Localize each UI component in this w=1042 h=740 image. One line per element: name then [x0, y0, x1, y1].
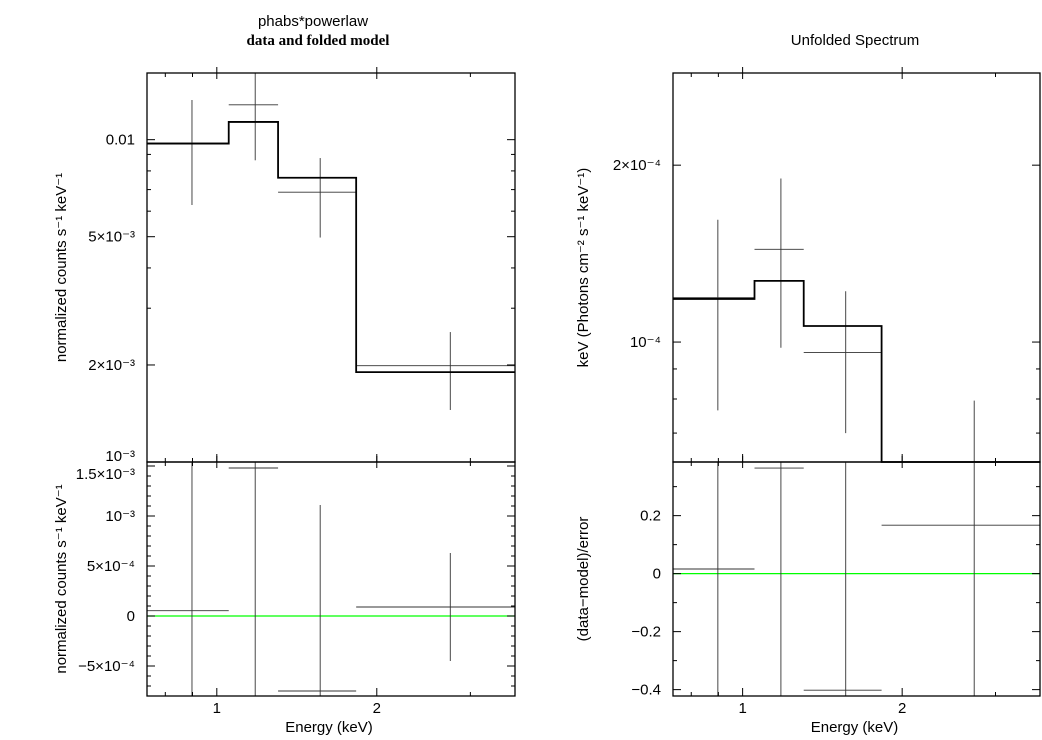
y-tick-label: 0.01 — [106, 132, 135, 149]
right-title: Unfolded Spectrum — [791, 32, 919, 49]
plot-area — [673, 462, 1040, 696]
y-tick-label: 10⁻³ — [105, 508, 135, 525]
x-tick-label: 2 — [898, 700, 906, 717]
data-point — [881, 462, 1040, 696]
data-point — [754, 462, 804, 696]
y-tick-label: 10⁻³ — [105, 448, 135, 465]
data-point — [278, 158, 357, 238]
panel-2: 2×10⁻⁴ 10⁻⁴ keV (Photons cm⁻² s⁻¹ keV⁻¹) — [575, 67, 1041, 463]
data-point — [803, 462, 882, 696]
y-tick-label: 0.2 — [640, 508, 661, 525]
data-point — [147, 100, 229, 206]
data-point — [356, 553, 515, 661]
data-point — [228, 462, 279, 696]
data-point — [356, 332, 515, 410]
data-point — [673, 462, 755, 696]
y-tick-label: 1.5×10⁻³ — [76, 466, 135, 483]
data-point — [228, 73, 279, 161]
panel-frame — [146, 72, 516, 463]
left-title: phabs*powerlaw — [258, 13, 368, 30]
data-point — [803, 291, 882, 434]
plot-area — [147, 73, 515, 410]
plot-area — [147, 462, 515, 696]
data-point — [278, 505, 357, 696]
data-point — [147, 462, 229, 696]
x-tick-label: 1 — [738, 700, 746, 717]
data-point — [673, 219, 755, 411]
x-tick-label: 2 — [373, 700, 381, 717]
y-tick-label: 10⁻⁴ — [630, 334, 661, 351]
panel-0: 0.01 5×10⁻³ 2×10⁻³ 10⁻³ normalized counts s⁻… — [53, 67, 516, 465]
x-axis-label: Energy (keV) — [811, 719, 899, 736]
panel-frame — [672, 461, 1041, 697]
y-tick-label: −5×10⁻⁴ — [78, 658, 135, 675]
panel-frame — [146, 461, 516, 697]
model-step-line — [673, 279, 1040, 463]
x-axis-label: Energy (keV) — [285, 719, 373, 736]
x-tick-label: 1 — [213, 700, 221, 717]
data-point — [881, 400, 1040, 463]
model-step-line — [147, 121, 515, 374]
y-tick-label: −0.4 — [631, 682, 661, 699]
left-subtitle: data and folded model — [247, 33, 390, 49]
data-point — [754, 178, 804, 348]
y-tick-label: 2×10⁻⁴ — [613, 157, 661, 174]
y-tick-label: 0 — [127, 608, 135, 625]
y-tick-label: 2×10⁻³ — [88, 357, 135, 374]
y-axis-label: normalized counts s⁻¹ keV⁻¹ — [53, 173, 70, 362]
y-tick-label: 5×10⁻⁴ — [87, 558, 135, 575]
panel-3: 0.2 0 −0.2 −0.4 1 2 (data−model)/error Energy (… — [575, 456, 1041, 736]
y-axis-label: normalized counts s⁻¹ keV⁻¹ — [53, 484, 70, 673]
plot-area — [673, 178, 1040, 463]
y-axis-label: (data−model)/error — [575, 517, 592, 642]
panel-1: 1.5×10⁻³ 10⁻³ 5×10⁻⁴ 0 −5×10⁻⁴ 1 2 normalized c… — [53, 456, 516, 736]
panel-frame — [672, 72, 1041, 463]
y-tick-label: −0.2 — [631, 624, 661, 641]
y-axis-label: keV (Photons cm⁻² s⁻¹ keV⁻¹) — [575, 168, 592, 368]
y-tick-label: 0 — [653, 566, 661, 583]
y-tick-label: 5×10⁻³ — [88, 229, 135, 246]
